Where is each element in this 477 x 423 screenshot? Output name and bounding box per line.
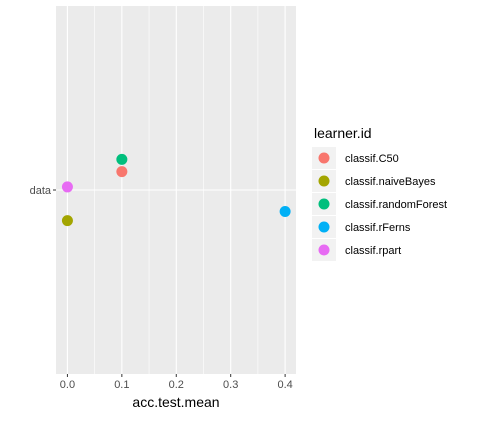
x-axis-title: acc.test.mean: [132, 394, 219, 410]
legend-label: classif.rFerns: [345, 222, 411, 234]
legend: learner.id classif.C50 classif.naiveBayes…: [312, 125, 447, 261]
y-axis: data: [30, 185, 56, 197]
data-point: [279, 205, 291, 217]
legend-label: classif.naiveBayes: [345, 176, 436, 188]
x-tick-label: 0.1: [114, 379, 129, 391]
x-tick-label: 0.4: [277, 379, 292, 391]
legend-key-icon: [318, 152, 330, 164]
y-tick-label: data: [30, 185, 52, 197]
data-points: [61, 153, 291, 227]
legend-label: classif.randomForest: [345, 199, 447, 211]
legend-key-icon: [318, 175, 330, 187]
x-axis: 0.0 0.1 0.2 0.3 0.4: [60, 374, 293, 391]
legend-key-icon: [318, 244, 330, 256]
legend-label: classif.C50: [345, 153, 399, 165]
x-tick-label: 0.2: [169, 379, 184, 391]
major-gridlines: [56, 6, 296, 374]
data-point: [61, 215, 73, 227]
legend-label: classif.rpart: [345, 245, 401, 257]
legend-title: learner.id: [314, 125, 372, 141]
data-point: [61, 181, 73, 193]
x-tick-label: 0.3: [223, 379, 238, 391]
data-point: [116, 166, 128, 178]
legend-key-icon: [318, 221, 330, 233]
x-tick-label: 0.0: [60, 379, 75, 391]
legend-key-icon: [318, 198, 330, 210]
data-point: [116, 153, 128, 165]
